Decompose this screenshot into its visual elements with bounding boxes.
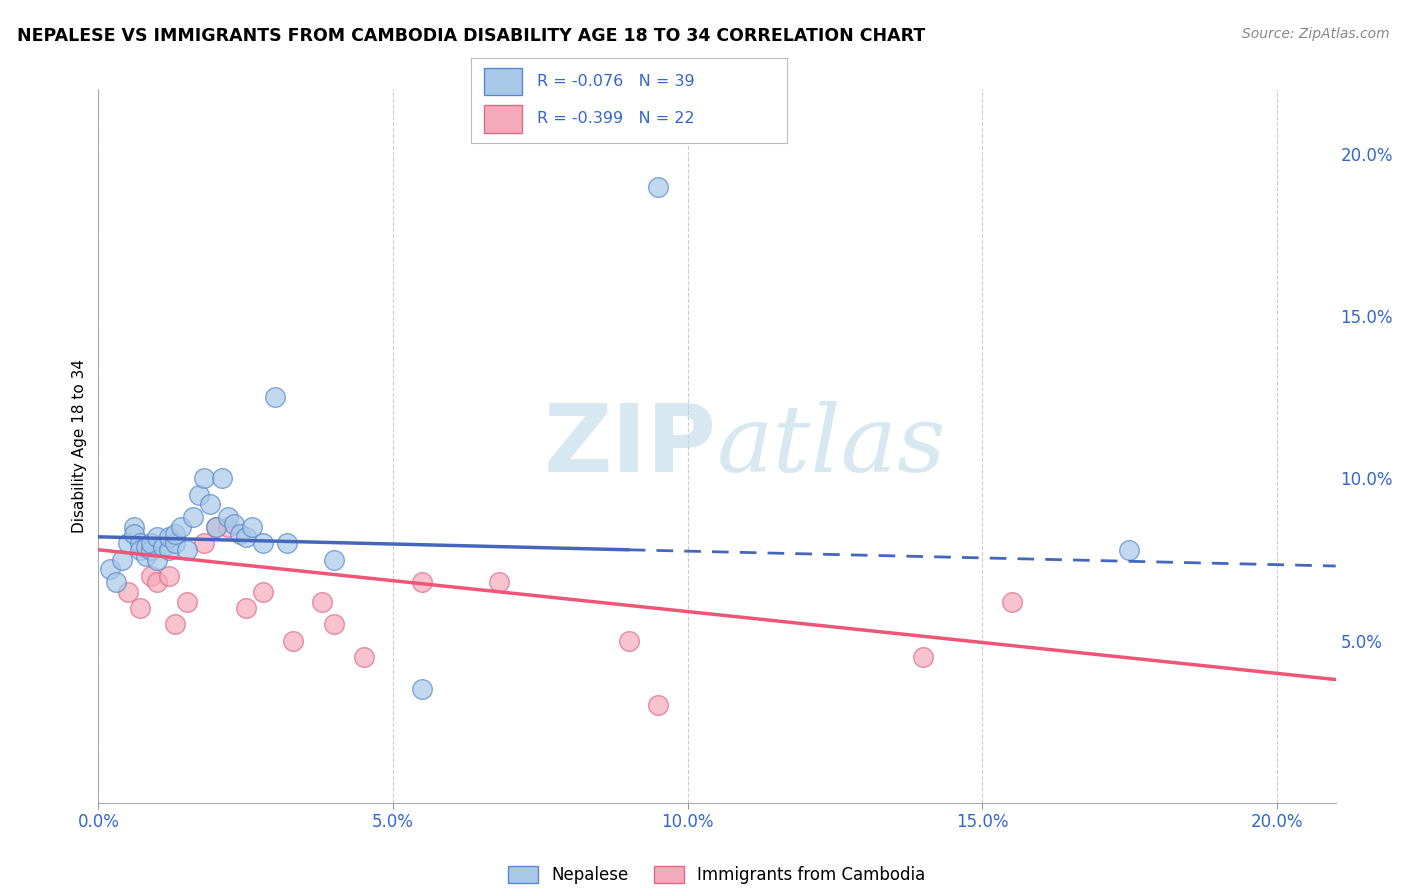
Point (264, 390, 287, 404)
Point (128, 542, 150, 557)
Point (240, 520, 263, 534)
Point (912, 649, 935, 664)
Point (411, 575, 433, 590)
Point (217, 520, 239, 534)
Point (617, 633, 640, 648)
Point (205, 520, 228, 534)
Point (323, 617, 346, 632)
Point (117, 585, 139, 599)
Point (176, 542, 198, 557)
Point (146, 530, 169, 544)
Point (157, 568, 180, 582)
Point (111, 552, 134, 566)
Point (98, 562, 121, 576)
Text: ZIP: ZIP (544, 400, 717, 492)
Point (157, 542, 180, 557)
Point (163, 617, 186, 632)
Point (157, 530, 180, 544)
Point (193, 536, 215, 550)
Point (205, 520, 228, 534)
Y-axis label: Disability Age 18 to 34: Disability Age 18 to 34 (72, 359, 87, 533)
Point (193, 471, 215, 485)
Point (128, 601, 150, 615)
Point (235, 530, 257, 544)
Point (488, 575, 510, 590)
Point (141, 568, 163, 582)
Point (146, 552, 169, 566)
Point (135, 549, 157, 564)
Point (163, 536, 186, 550)
Point (229, 526, 252, 541)
Point (276, 536, 298, 550)
Point (252, 585, 274, 599)
Point (117, 536, 139, 550)
FancyBboxPatch shape (484, 68, 522, 95)
Point (141, 542, 163, 557)
Point (135, 540, 157, 554)
Point (187, 488, 209, 502)
Point (146, 575, 169, 590)
Point (311, 595, 333, 609)
Point (163, 526, 186, 541)
Point (323, 552, 346, 566)
Point (128, 536, 150, 550)
Point (1001, 595, 1024, 609)
Point (252, 536, 274, 550)
Point (141, 536, 163, 550)
FancyBboxPatch shape (484, 105, 522, 133)
Point (152, 540, 174, 554)
Point (122, 520, 145, 534)
Point (411, 682, 433, 697)
Text: NEPALESE VS IMMIGRANTS FROM CAMBODIA DISABILITY AGE 18 TO 34 CORRELATION CHART: NEPALESE VS IMMIGRANTS FROM CAMBODIA DIS… (17, 27, 925, 45)
Point (181, 510, 204, 524)
Point (122, 526, 145, 541)
Text: R = -0.399   N = 22: R = -0.399 N = 22 (537, 112, 695, 127)
Point (281, 633, 304, 648)
Point (200, 497, 222, 511)
Point (235, 601, 257, 615)
Legend: Nepalese, Immigrants from Cambodia: Nepalese, Immigrants from Cambodia (502, 859, 932, 891)
Text: R = -0.076   N = 39: R = -0.076 N = 39 (537, 74, 695, 89)
Point (170, 520, 193, 534)
Point (353, 649, 375, 664)
Text: Source: ZipAtlas.com: Source: ZipAtlas.com (1241, 27, 1389, 41)
Point (105, 575, 128, 590)
Point (647, 179, 669, 194)
Text: atlas: atlas (717, 401, 946, 491)
Point (647, 698, 669, 713)
Point (1118, 542, 1140, 557)
Point (217, 510, 239, 524)
Point (222, 516, 245, 531)
Point (176, 595, 198, 609)
Point (211, 471, 233, 485)
